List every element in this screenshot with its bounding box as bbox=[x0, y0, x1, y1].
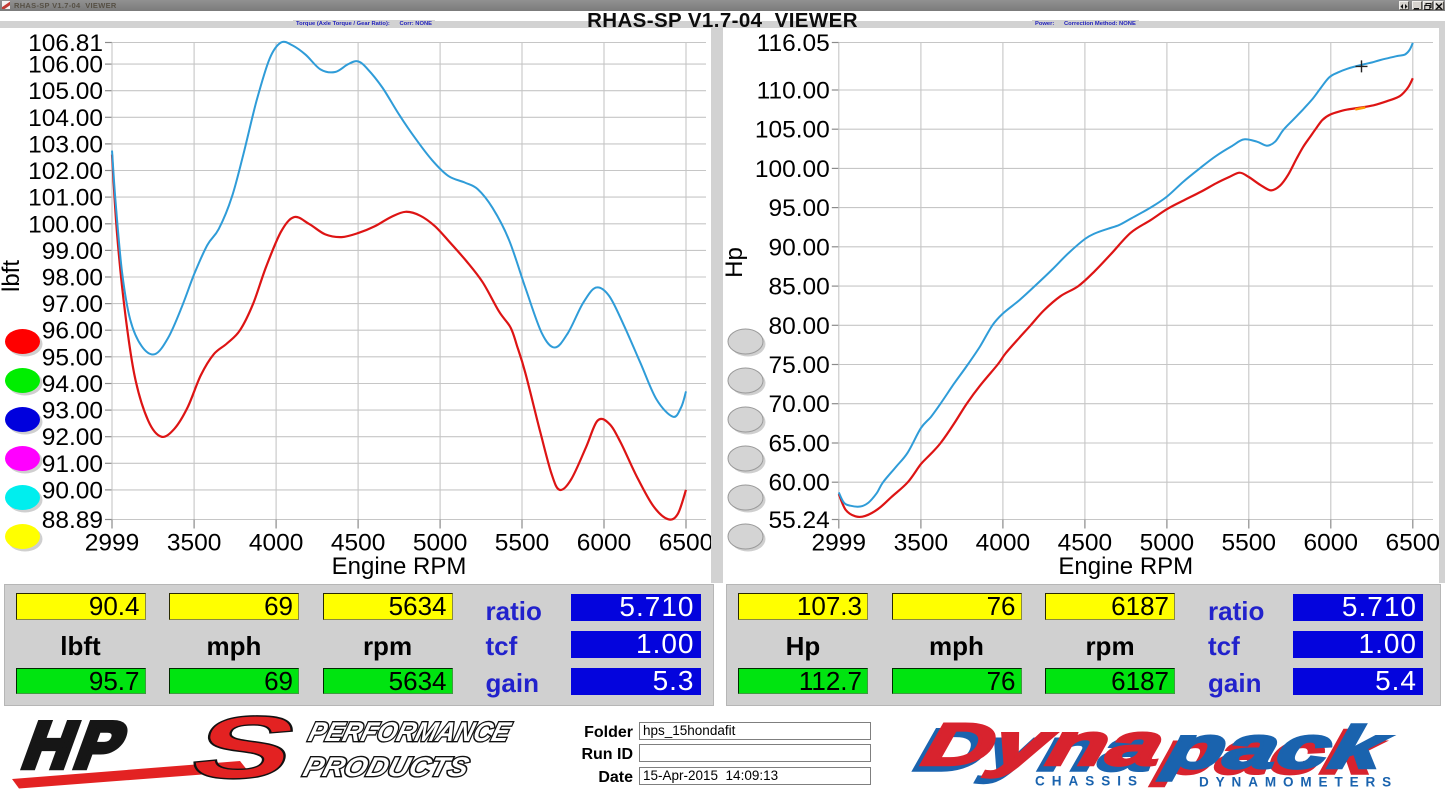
svg-text:75.00: 75.00 bbox=[768, 352, 829, 379]
svg-text:Dyna: Dyna bbox=[909, 716, 1164, 783]
svg-text:91.00: 91.00 bbox=[42, 450, 103, 477]
svg-text:99.00: 99.00 bbox=[42, 237, 103, 264]
svg-text:103.00: 103.00 bbox=[28, 131, 103, 158]
svg-text:95.00: 95.00 bbox=[768, 195, 829, 222]
svg-text:116.05: 116.05 bbox=[756, 30, 829, 57]
svg-text:Engine RPM: Engine RPM bbox=[1058, 553, 1193, 580]
svg-text:3500: 3500 bbox=[893, 529, 948, 556]
svg-text:70.00: 70.00 bbox=[768, 391, 829, 418]
svg-text:6000: 6000 bbox=[577, 529, 632, 556]
svg-text:pack: pack bbox=[1157, 714, 1398, 781]
svg-text:5000: 5000 bbox=[1139, 529, 1194, 556]
svg-text:4000: 4000 bbox=[249, 529, 304, 556]
svg-text:55.24: 55.24 bbox=[768, 507, 829, 534]
svg-text:lbft: lbft bbox=[0, 259, 25, 291]
svg-text:98.00: 98.00 bbox=[42, 264, 103, 291]
svg-text:5000: 5000 bbox=[413, 529, 468, 556]
svg-text:CHASSIS: CHASSIS bbox=[1035, 774, 1144, 789]
svg-text:102.00: 102.00 bbox=[28, 158, 103, 185]
svg-text:pack: pack bbox=[1149, 719, 1390, 786]
svg-text:104.00: 104.00 bbox=[28, 104, 103, 131]
svg-text:3500: 3500 bbox=[167, 529, 222, 556]
svg-text:105.00: 105.00 bbox=[754, 116, 829, 143]
svg-text:106.00: 106.00 bbox=[28, 51, 103, 78]
svg-text:4500: 4500 bbox=[1057, 529, 1112, 556]
svg-text:2999: 2999 bbox=[85, 529, 140, 556]
svg-text:97.00: 97.00 bbox=[42, 291, 103, 318]
svg-text:110.00: 110.00 bbox=[756, 77, 829, 104]
svg-text:DYNAMOMETERS: DYNAMOMETERS bbox=[1199, 775, 1398, 789]
svg-text:100.00: 100.00 bbox=[754, 155, 829, 182]
svg-text:Hp: Hp bbox=[723, 247, 748, 278]
svg-text:93.00: 93.00 bbox=[42, 397, 103, 424]
svg-text:PERFORMANCE: PERFORMANCE bbox=[306, 716, 515, 746]
svg-text:S: S bbox=[178, 708, 313, 789]
svg-text:101.00: 101.00 bbox=[28, 184, 103, 211]
svg-text:105.00: 105.00 bbox=[28, 78, 103, 105]
svg-text:2999: 2999 bbox=[811, 529, 866, 556]
svg-text:PRODUCTS: PRODUCTS bbox=[300, 751, 473, 781]
svg-text:Dyna: Dyna bbox=[917, 711, 1172, 778]
svg-text:Engine RPM: Engine RPM bbox=[332, 553, 467, 580]
svg-text:92.00: 92.00 bbox=[42, 424, 103, 451]
svg-text:96.00: 96.00 bbox=[42, 317, 103, 344]
svg-text:94.00: 94.00 bbox=[42, 371, 103, 398]
svg-text:90.00: 90.00 bbox=[768, 234, 829, 261]
svg-text:4500: 4500 bbox=[331, 529, 386, 556]
svg-text:80.00: 80.00 bbox=[768, 312, 829, 339]
svg-text:88.89: 88.89 bbox=[42, 507, 103, 534]
svg-text:5500: 5500 bbox=[495, 529, 550, 556]
svg-text:6500: 6500 bbox=[1385, 529, 1438, 556]
svg-text:5500: 5500 bbox=[1221, 529, 1276, 556]
svg-text:6500: 6500 bbox=[659, 529, 711, 556]
svg-text:85.00: 85.00 bbox=[768, 273, 829, 300]
svg-text:95.00: 95.00 bbox=[42, 344, 103, 371]
svg-text:60.00: 60.00 bbox=[768, 469, 829, 496]
svg-text:65.00: 65.00 bbox=[768, 430, 829, 457]
svg-text:6000: 6000 bbox=[1303, 529, 1358, 556]
svg-text:106.81: 106.81 bbox=[28, 30, 103, 57]
svg-text:100.00: 100.00 bbox=[28, 211, 103, 238]
svg-text:4000: 4000 bbox=[975, 529, 1030, 556]
svg-text:90.00: 90.00 bbox=[42, 477, 103, 504]
